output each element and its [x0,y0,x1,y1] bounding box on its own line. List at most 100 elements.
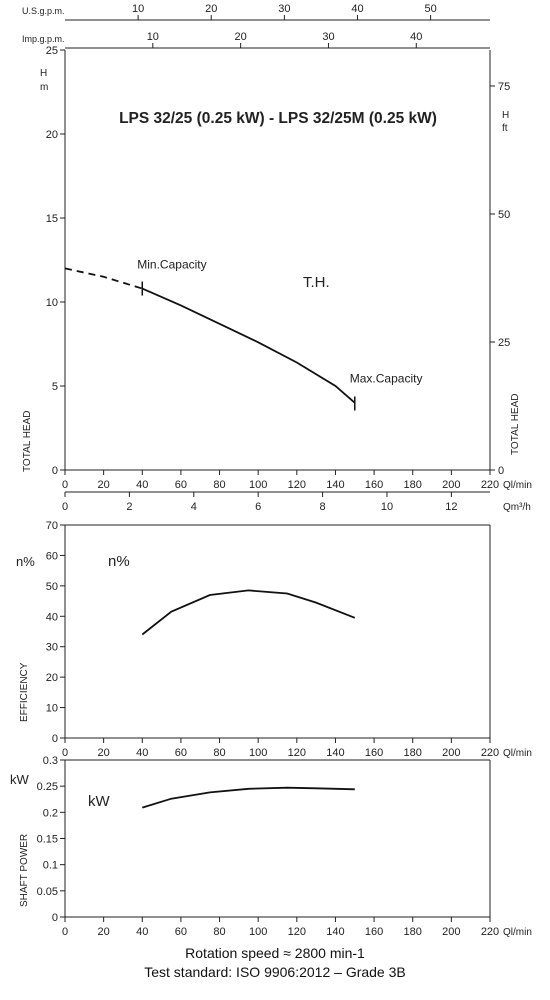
efficiency-y-tick-label: 60 [46,550,58,562]
head-x-tick-label: 140 [326,479,344,491]
head-left-unit: m [40,82,48,93]
efficiency-series-label: n% [108,553,130,570]
min-capacity-label: Min.Capacity [137,258,206,272]
efficiency-chart: 0 10 20 30 40 50 60 70 0 20 40 60 80 100 120 140 160 180 2… [16,520,532,759]
efficiency-y-tick-label: 40 [46,611,58,623]
flow-m3h-tick-label: 8 [320,501,326,513]
top-axis-tick-label-0: 30 [278,3,290,15]
head-right-tick-label: 75 [498,81,510,93]
head-x-tick-label: 80 [213,479,225,491]
power-y-tick-label: 0.2 [43,807,58,819]
flow-m3h-tick-label: 4 [191,501,197,513]
head-x-tick-label: 60 [175,479,187,491]
power-y-tick-label: 0.15 [37,834,58,846]
head-y-tick-label: 10 [46,297,58,309]
head-left-symbol: H [40,68,47,79]
top-axis-tick-label-0: 50 [424,3,436,15]
power-x-tick-label: 180 [404,926,422,938]
power-x-axis-label: Ql/min [503,927,532,938]
head-right-tick-label: 50 [498,209,510,221]
efficiency-x-tick-label: 40 [136,747,148,759]
max-capacity-label: Max.Capacity [350,371,423,385]
head-x-tick-label: 180 [404,479,422,491]
power-x-tick-label: 20 [98,926,110,938]
top-axis-tick-label-0: 20 [205,3,217,15]
efficiency-x-axis-label: Ql/min [503,748,532,759]
head-x-tick-label: 40 [136,479,148,491]
efficiency-x-tick-label: 180 [404,747,422,759]
efficiency-y-axis-label: EFFICIENCY [19,662,30,722]
head-y-tick-label: 0 [52,465,58,477]
head-series-label: T.H. [303,274,330,291]
head-x-tick-label: 100 [249,479,267,491]
head-x-tick-label: 120 [288,479,306,491]
flow-m3h-tick-label: 10 [381,501,393,513]
top-axis-label-1: Imp.g.p.m. [22,34,65,44]
power-x-tick-label: 140 [326,926,344,938]
power-y-tick-label: 0.1 [43,860,58,872]
power-curve [142,786,355,809]
power-series-label: kW [88,793,111,810]
flow-m3h-tick-label: 12 [445,501,457,513]
head-y-tick-label: 20 [46,129,58,141]
flow-m3h-axis-label: Qm³/h [503,502,531,513]
efficiency-x-tick-label: 0 [62,747,68,759]
head-right-tick-label: 25 [498,337,510,349]
efficiency-y-tick-label: 30 [46,642,58,654]
power-x-tick-label: 220 [481,926,499,938]
efficiency-x-tick-label: 120 [288,747,306,759]
power-x-tick-label: 0 [62,926,68,938]
flow-m3h-tick-label: 6 [255,501,261,513]
efficiency-y-tick-label: 70 [46,520,58,532]
power-x-tick-label: 60 [175,926,187,938]
power-y-axis-label: SHAFT POWER [19,834,30,907]
head-right-y-axis-label: TOTAL HEAD [510,394,521,456]
efficiency-x-tick-label: 220 [481,747,499,759]
efficiency-x-tick-label: 160 [365,747,383,759]
efficiency-x-tick-label: 100 [249,747,267,759]
head-x-tick-label: 220 [481,479,499,491]
power-y-tick-label: 0.05 [37,886,58,898]
efficiency-y-tick-label: 50 [46,581,58,593]
efficiency-curve [141,589,356,636]
chart-title: LPS 32/25 (0.25 kW) - LPS 32/25M (0.25 k… [119,110,437,127]
head-right-unit: ft [502,123,508,134]
efficiency-x-tick-label: 140 [326,747,344,759]
power-chart: 0 0.05 0.1 0.15 0.2 0.25 0.3 0 20 40 60 80 100 120 140… [10,755,532,938]
head-x-tick-label: 200 [442,479,460,491]
power-x-tick-label: 80 [213,926,225,938]
head-curve [141,287,356,404]
power-x-tick-label: 40 [136,926,148,938]
flow-m3h-tick-label: 2 [126,501,132,513]
footer-rotation-speed: Rotation speed ≈ 2800 min-1 [185,945,365,961]
power-x-tick-label: 100 [249,926,267,938]
top-axis-tick-label-0: 10 [132,3,144,15]
head-x-tick-label: 0 [62,479,68,491]
head-x-tick-label: 20 [98,479,110,491]
top-axis-tick-label-1: 40 [410,31,422,43]
top-axis-tick-label-1: 10 [147,31,159,43]
top-axis-tick-label-1: 30 [322,31,334,43]
efficiency-x-tick-label: 200 [442,747,460,759]
efficiency-y-tick-label: 0 [52,733,58,745]
head-y-tick-label: 5 [52,381,58,393]
power-y-tick-label: 0.3 [43,755,58,767]
top-axis-label-0: U.S.g.p.m. [22,6,65,16]
power-x-tick-label: 160 [365,926,383,938]
head-x-axis-label: Ql/min [503,480,532,491]
efficiency-unit: n% [16,554,35,569]
power-unit: kW [10,772,30,787]
efficiency-y-tick-label: 10 [46,703,58,715]
head-right-symbol: H [502,110,509,121]
efficiency-x-tick-label: 60 [175,747,187,759]
efficiency-x-tick-label: 20 [98,747,110,759]
head-y-axis-label: TOTAL HEAD [22,411,33,473]
power-y-tick-label: 0 [52,912,58,924]
footer: Rotation speed ≈ 2800 min-1 Test standar… [0,944,550,982]
flow-m3h-tick-label: 0 [62,501,68,513]
head-x-tick-label: 160 [365,479,383,491]
power-y-tick-label: 0.25 [37,781,58,793]
power-x-tick-label: 120 [288,926,306,938]
head-y-tick-label: 25 [46,45,58,57]
